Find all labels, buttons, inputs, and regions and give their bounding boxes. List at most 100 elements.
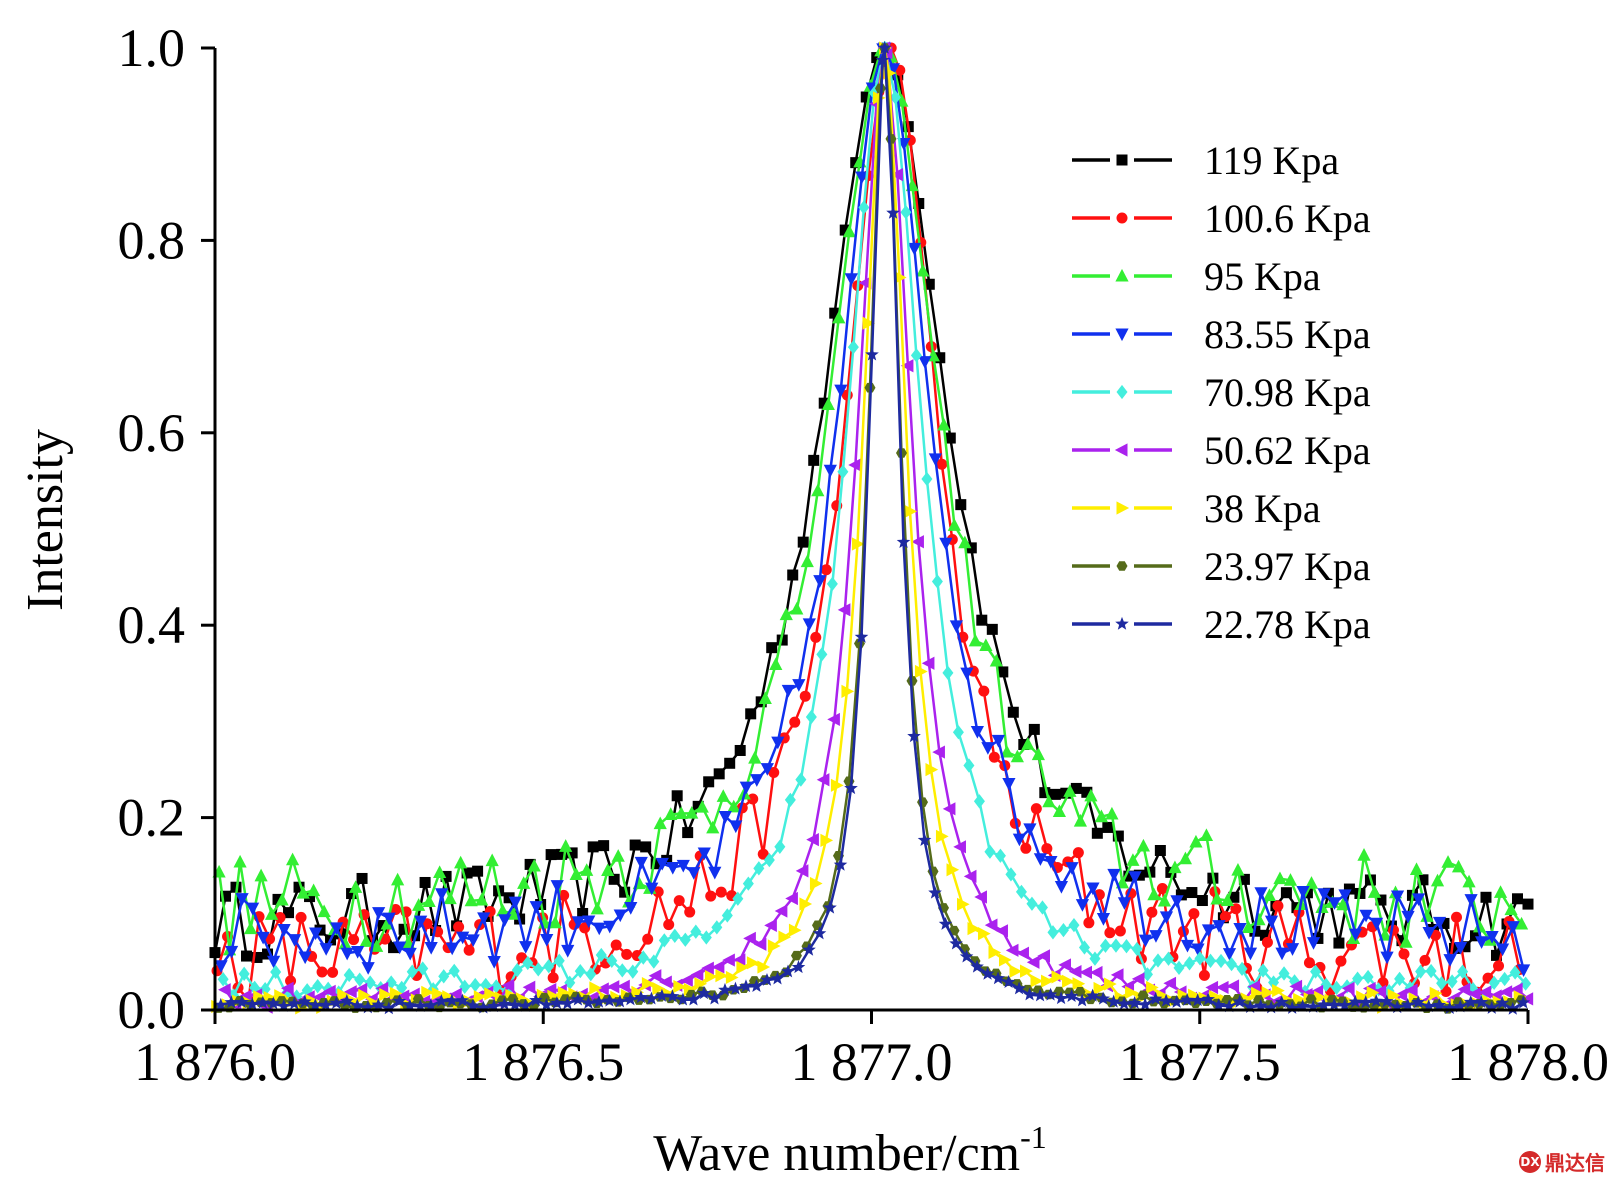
data-point	[851, 537, 865, 551]
data-point	[697, 986, 711, 1000]
data-point	[272, 893, 284, 905]
data-point	[753, 861, 765, 876]
data-point	[319, 943, 333, 956]
data-point	[935, 829, 949, 843]
data-point	[438, 969, 450, 984]
data-point	[827, 712, 840, 727]
data-point	[917, 797, 929, 807]
data-point	[613, 909, 627, 923]
data-point	[1358, 995, 1373, 1009]
data-point	[848, 458, 861, 472]
x-tick-label: 1 877.5	[1119, 1032, 1281, 1092]
x-tick-label: 1 878.0	[1447, 1032, 1609, 1092]
x-tick-label: 1 876.0	[134, 1032, 296, 1092]
data-point	[1241, 920, 1256, 934]
legend-entry: 95 Kpa	[1072, 254, 1321, 299]
data-point	[658, 933, 670, 948]
data-point	[385, 975, 397, 990]
data-point	[1251, 986, 1264, 1000]
data-point	[382, 1001, 396, 1015]
data-point	[789, 716, 801, 728]
data-point	[1136, 838, 1151, 852]
data-point	[844, 781, 858, 795]
data-point	[571, 916, 585, 929]
data-point	[812, 926, 827, 940]
data-point	[704, 970, 718, 984]
data-point	[685, 806, 699, 819]
data-point	[350, 998, 365, 1012]
data-point	[403, 947, 417, 961]
data-point	[264, 907, 279, 920]
data-point	[981, 742, 995, 755]
data-point	[967, 921, 981, 936]
data-point	[484, 987, 497, 1001]
data-point	[886, 205, 900, 219]
data-point	[834, 384, 848, 398]
data-point	[1304, 876, 1319, 889]
data-point	[1320, 977, 1332, 992]
data-point	[907, 242, 921, 256]
x-tick-label: 1 876.5	[462, 1032, 624, 1092]
data-point	[748, 750, 762, 764]
data-point	[1028, 723, 1040, 735]
data-point	[517, 876, 531, 889]
data-point	[1053, 986, 1065, 997]
data-point	[1036, 900, 1048, 915]
data-point	[1042, 794, 1056, 808]
data-point	[1033, 853, 1048, 866]
data-point	[1478, 985, 1492, 999]
data-point	[1303, 957, 1315, 969]
series-23-97-kpa	[213, 43, 1527, 1014]
data-point	[949, 620, 963, 634]
legend-marker	[1115, 328, 1129, 342]
data-point	[820, 833, 834, 847]
legend-marker	[1116, 501, 1130, 515]
data-point	[560, 996, 575, 1010]
legend-entry: 50.62 Kpa	[1072, 428, 1371, 473]
data-point	[768, 767, 780, 779]
data-point	[1099, 938, 1111, 953]
data-point	[344, 985, 357, 999]
data-point	[627, 964, 639, 979]
data-point	[283, 907, 295, 919]
data-point	[652, 886, 664, 898]
data-point	[1037, 949, 1050, 963]
data-point	[1459, 941, 1471, 953]
data-point	[858, 200, 870, 215]
data-point	[1453, 999, 1468, 1013]
data-point	[1296, 885, 1310, 899]
data-point	[963, 758, 975, 773]
data-point	[715, 969, 729, 983]
data-point	[938, 916, 953, 930]
data-point	[238, 966, 250, 981]
data-point	[304, 891, 316, 903]
data-point	[837, 464, 849, 479]
data-point	[1409, 862, 1424, 876]
data-point	[608, 873, 620, 885]
legend-marker	[1115, 616, 1129, 630]
data-point	[277, 999, 291, 1012]
data-point	[370, 939, 384, 952]
data-point	[797, 536, 809, 548]
data-point	[602, 993, 617, 1007]
data-point	[788, 923, 802, 937]
data-point	[728, 981, 743, 995]
data-point	[448, 963, 460, 979]
data-point	[795, 864, 809, 878]
data-point	[650, 858, 662, 870]
data-point	[287, 996, 302, 1010]
data-point	[1436, 976, 1448, 991]
data-point	[904, 504, 918, 519]
data-point	[298, 994, 312, 1008]
data-point	[1021, 737, 1035, 750]
data-point	[823, 464, 837, 478]
data-point	[440, 870, 452, 882]
data-point	[1146, 906, 1158, 918]
data-point	[855, 171, 869, 185]
data-point	[380, 916, 394, 930]
data-point	[1474, 936, 1489, 949]
data-point	[1015, 884, 1027, 900]
data-point	[309, 927, 323, 941]
data-point	[925, 763, 939, 777]
data-point	[1243, 947, 1258, 961]
